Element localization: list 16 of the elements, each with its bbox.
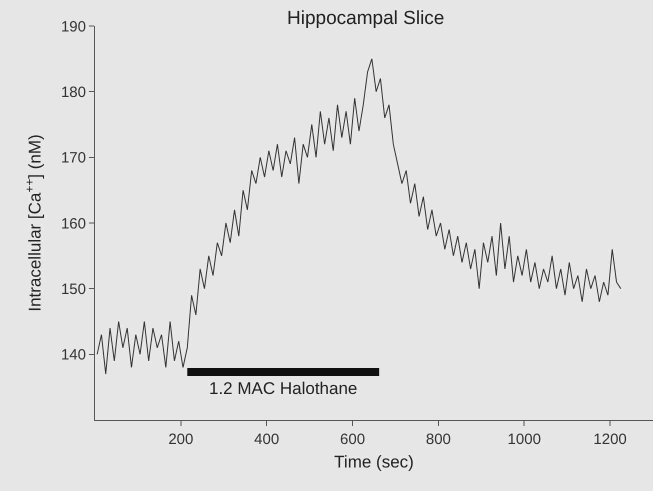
x-tick-label: 1000 [508,431,541,448]
y-tick-label: 190 [60,18,86,36]
x-axis-title: Time (sec) [334,452,414,472]
annotation: 1.2 MAC Halothane [209,379,358,398]
x-tick-label: 600 [340,431,366,448]
y-tick-label: 150 [60,280,86,298]
x-tick-label: 800 [426,431,451,448]
y-tick-label: 140 [60,346,86,364]
y-tick-label: 180 [60,84,86,101]
x-tick-label: 400 [254,431,280,448]
chart-title: Hippocampal Slice [287,8,444,29]
x-tick-label: 1200 [593,431,627,448]
x-tick-label: 200 [168,431,194,448]
y-tick-label: 170 [60,150,86,167]
line-series [96,58,622,375]
y-tick-label: 160 [60,215,86,232]
